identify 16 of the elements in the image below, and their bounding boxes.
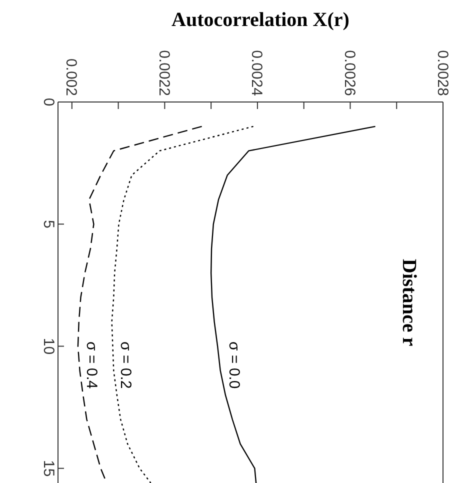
x-tick-label: 0.0026 [340,50,358,96]
line-series [210,126,376,483]
x-axis-title: Autocorrelation X(r) [172,9,350,31]
x-tick-label: 0.0028 [434,50,450,96]
y-tick-label: 10 [40,338,57,355]
x-tick-label: 0.0022 [155,50,172,96]
y-tick-label: 15 [40,460,57,477]
x-tick-label: 0.0024 [248,50,266,96]
text: σ = 0.4 [83,341,100,389]
x-tick-label: 0.002 [62,58,80,96]
text: σ = 0.0 [225,341,242,389]
y-axis-title: Distance r [398,258,420,346]
text: σ = 0.2 [116,341,134,389]
y-tick-label: 0 [40,98,57,106]
y-tick-label: 5 [40,220,57,228]
line-series [111,126,254,483]
